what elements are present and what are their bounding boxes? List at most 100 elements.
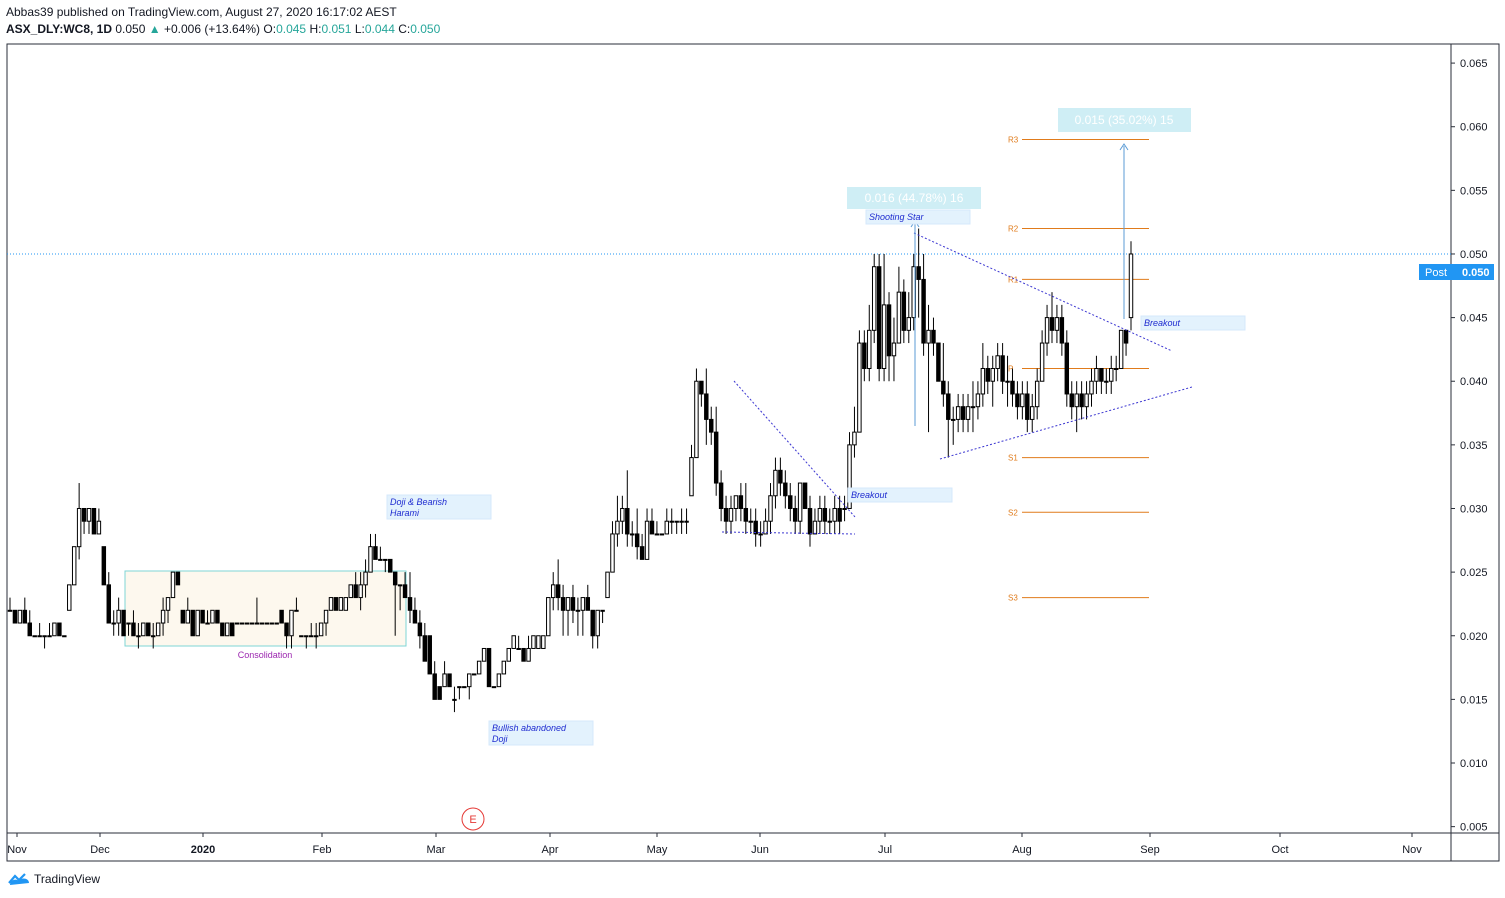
candle-body: [941, 380, 946, 395]
candle-body: [358, 584, 363, 599]
y-tick-label: 0.010: [1460, 758, 1488, 770]
candle-body: [768, 495, 773, 522]
candle-body: [67, 584, 72, 611]
abandoned-doji-note-text: Bullish abandoned: [492, 723, 567, 733]
candle-body: [1010, 380, 1015, 395]
candle-body: [239, 622, 245, 625]
candle-body: [590, 609, 595, 637]
candle-body: [160, 609, 166, 624]
candle-body: [812, 520, 818, 535]
y-tick-label: 0.030: [1460, 503, 1488, 515]
candle-body: [180, 609, 186, 624]
up-arrow-icon: ▲: [148, 22, 161, 36]
x-tick-label: Dec: [90, 844, 110, 856]
candle-body: [832, 507, 837, 522]
earnings-marker: [461, 807, 485, 831]
candle-body: [491, 686, 497, 689]
consolidation-label: Consolidation: [238, 650, 293, 660]
high-label: H:: [309, 22, 322, 36]
candle-body: [654, 533, 660, 536]
candle-body: [1113, 368, 1119, 371]
candle-body: [807, 507, 813, 535]
x-tick-label: May: [647, 844, 668, 856]
candle-body: [950, 418, 956, 421]
candle-body: [200, 609, 205, 624]
low-value: 0.044: [364, 22, 395, 36]
candle-body: [1049, 317, 1055, 331]
falling-trendline-2: [913, 232, 1173, 352]
y-tick-label: 0.065: [1460, 58, 1488, 70]
candle-body: [190, 609, 195, 637]
candle-body: [802, 482, 808, 509]
candle-body: [960, 406, 966, 420]
candle-body: [447, 673, 452, 688]
candle-body: [600, 609, 605, 612]
breakout-note-1-box: [847, 487, 953, 503]
candle-body: [225, 622, 230, 637]
candle-body: [1094, 368, 1099, 382]
candle-body: [348, 584, 353, 599]
x-tick-label: Oct: [1271, 844, 1288, 856]
candle-body: [694, 380, 699, 459]
candle-body: [254, 622, 260, 625]
candle-body: [318, 622, 324, 637]
candle-body: [546, 597, 551, 637]
candle-body: [388, 558, 393, 573]
candle-body: [713, 431, 719, 484]
y-tick-label: 0.035: [1460, 440, 1488, 452]
candle-body: [965, 406, 971, 420]
candle-body: [1059, 317, 1065, 344]
pivot-level-label: S3: [1008, 594, 1018, 603]
candle-body: [876, 266, 882, 370]
candle-body: [155, 622, 161, 637]
candle-body: [1079, 393, 1084, 408]
x-tick-label: Feb: [313, 844, 332, 856]
candle-body: [363, 571, 368, 586]
candle-body: [279, 609, 284, 624]
candle-body: [467, 673, 472, 688]
candle-body: [723, 507, 729, 522]
candle-body: [871, 266, 877, 331]
candle-body: [17, 609, 23, 624]
candle-body: [728, 507, 734, 522]
candle-body: [615, 520, 620, 535]
candle-body: [639, 546, 645, 560]
measure-label-2: 0.015 (35.02%) 15: [1075, 113, 1174, 127]
candle-body: [699, 380, 704, 395]
candle-body: [284, 622, 289, 637]
candle-body: [931, 329, 936, 344]
symbol-name: ASX_DLY:WC8, 1D: [6, 22, 113, 36]
candle-body: [797, 482, 803, 522]
candle-body: [763, 520, 768, 535]
last-price: 0.050: [115, 22, 146, 36]
candle-body: [91, 507, 97, 535]
pivot-level-label: P: [1008, 365, 1013, 374]
candle-body: [575, 609, 581, 612]
candle-body: [397, 584, 403, 587]
last-price-badge: [1419, 264, 1494, 280]
candle-body: [392, 571, 398, 586]
tradingview-logo[interactable]: TradingView: [8, 872, 100, 886]
candle-body: [580, 597, 586, 611]
candle-body: [955, 406, 961, 420]
candle-body: [116, 609, 121, 624]
y-tick-label: 0.060: [1460, 122, 1488, 134]
candle-body: [526, 647, 531, 662]
candle-body: [215, 609, 220, 624]
candle-body: [605, 571, 610, 599]
candle-body: [294, 609, 299, 612]
measure-label-1: 0.016 (44.78%) 16: [865, 191, 964, 205]
breakout-note-2-text: Breakout: [1144, 318, 1181, 328]
candle-body: [709, 418, 714, 433]
candle-body: [664, 520, 670, 535]
candle-body: [1109, 368, 1114, 382]
candle-body: [827, 520, 832, 523]
candle-body: [541, 635, 546, 649]
x-tick-label: Mar: [427, 844, 446, 856]
candle-body: [634, 533, 640, 548]
candle-body: [338, 597, 344, 611]
shooting-star-note-text: Shooting Star: [869, 212, 925, 222]
candle-body: [452, 698, 457, 701]
breakout-note-1-text: Breakout: [851, 490, 888, 500]
